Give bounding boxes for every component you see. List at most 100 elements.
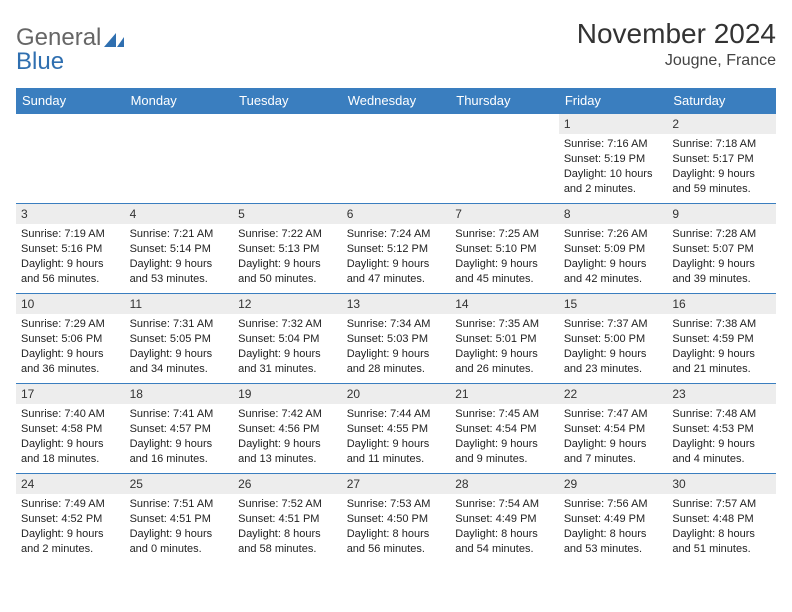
daylight-text: Daylight: 9 hours and 53 minutes.	[130, 257, 229, 287]
day-number: 10	[16, 294, 125, 314]
day-number: 9	[667, 204, 776, 224]
sunset-text: Sunset: 5:13 PM	[238, 242, 337, 257]
sunset-text: Sunset: 5:00 PM	[564, 332, 663, 347]
sunrise-text: Sunrise: 7:31 AM	[130, 317, 229, 332]
day-number: 30	[667, 474, 776, 494]
daylight-text: Daylight: 9 hours and 4 minutes.	[672, 437, 771, 467]
calendar-day-cell: 10Sunrise: 7:29 AMSunset: 5:06 PMDayligh…	[16, 294, 125, 384]
calendar-week-row: 3Sunrise: 7:19 AMSunset: 5:16 PMDaylight…	[16, 204, 776, 294]
daylight-text: Daylight: 9 hours and 2 minutes.	[21, 527, 120, 557]
day-details: Sunrise: 7:45 AMSunset: 4:54 PMDaylight:…	[450, 404, 559, 470]
sunset-text: Sunset: 4:51 PM	[130, 512, 229, 527]
sunrise-text: Sunrise: 7:44 AM	[347, 407, 446, 422]
day-number: 4	[125, 204, 234, 224]
calendar-page: GeneralBlue November 2024 Jougne, France…	[0, 0, 792, 612]
daylight-text: Daylight: 9 hours and 11 minutes.	[347, 437, 446, 467]
day-number: 5	[233, 204, 342, 224]
day-number: 28	[450, 474, 559, 494]
weekday-header: Wednesday	[342, 88, 451, 114]
calendar-day-cell	[450, 114, 559, 204]
day-details: Sunrise: 7:25 AMSunset: 5:10 PMDaylight:…	[450, 224, 559, 290]
daylight-text: Daylight: 9 hours and 56 minutes.	[21, 257, 120, 287]
day-details: Sunrise: 7:47 AMSunset: 4:54 PMDaylight:…	[559, 404, 668, 470]
sunrise-text: Sunrise: 7:42 AM	[238, 407, 337, 422]
daylight-text: Daylight: 9 hours and 45 minutes.	[455, 257, 554, 287]
sunrise-text: Sunrise: 7:22 AM	[238, 227, 337, 242]
daylight-text: Daylight: 9 hours and 9 minutes.	[455, 437, 554, 467]
day-details: Sunrise: 7:38 AMSunset: 4:59 PMDaylight:…	[667, 314, 776, 380]
day-number: 1	[559, 114, 668, 134]
sail-icon	[104, 28, 124, 44]
sunset-text: Sunset: 4:51 PM	[238, 512, 337, 527]
sunset-text: Sunset: 4:54 PM	[455, 422, 554, 437]
day-details: Sunrise: 7:34 AMSunset: 5:03 PMDaylight:…	[342, 314, 451, 380]
calendar-week-row: 1Sunrise: 7:16 AMSunset: 5:19 PMDaylight…	[16, 114, 776, 204]
sunset-text: Sunset: 4:55 PM	[347, 422, 446, 437]
sunset-text: Sunset: 5:19 PM	[564, 152, 663, 167]
sunrise-text: Sunrise: 7:57 AM	[672, 497, 771, 512]
calendar-day-cell: 15Sunrise: 7:37 AMSunset: 5:00 PMDayligh…	[559, 294, 668, 384]
day-number: 7	[450, 204, 559, 224]
day-number: 18	[125, 384, 234, 404]
calendar-day-cell: 16Sunrise: 7:38 AMSunset: 4:59 PMDayligh…	[667, 294, 776, 384]
sunset-text: Sunset: 5:16 PM	[21, 242, 120, 257]
sunset-text: Sunset: 4:48 PM	[672, 512, 771, 527]
calendar-day-cell	[16, 114, 125, 204]
day-number: 26	[233, 474, 342, 494]
day-number: 8	[559, 204, 668, 224]
sunrise-text: Sunrise: 7:51 AM	[130, 497, 229, 512]
sunrise-text: Sunrise: 7:21 AM	[130, 227, 229, 242]
day-details: Sunrise: 7:22 AMSunset: 5:13 PMDaylight:…	[233, 224, 342, 290]
sunset-text: Sunset: 4:52 PM	[21, 512, 120, 527]
calendar-day-cell: 23Sunrise: 7:48 AMSunset: 4:53 PMDayligh…	[667, 384, 776, 474]
calendar-table: Sunday Monday Tuesday Wednesday Thursday…	[16, 88, 776, 564]
sunrise-text: Sunrise: 7:53 AM	[347, 497, 446, 512]
calendar-day-cell: 19Sunrise: 7:42 AMSunset: 4:56 PMDayligh…	[233, 384, 342, 474]
day-number: 25	[125, 474, 234, 494]
calendar-day-cell: 21Sunrise: 7:45 AMSunset: 4:54 PMDayligh…	[450, 384, 559, 474]
daylight-text: Daylight: 9 hours and 42 minutes.	[564, 257, 663, 287]
weekday-header: Thursday	[450, 88, 559, 114]
calendar-day-cell: 8Sunrise: 7:26 AMSunset: 5:09 PMDaylight…	[559, 204, 668, 294]
day-details: Sunrise: 7:49 AMSunset: 4:52 PMDaylight:…	[16, 494, 125, 560]
sunrise-text: Sunrise: 7:24 AM	[347, 227, 446, 242]
day-details: Sunrise: 7:18 AMSunset: 5:17 PMDaylight:…	[667, 134, 776, 200]
day-details: Sunrise: 7:35 AMSunset: 5:01 PMDaylight:…	[450, 314, 559, 380]
day-details: Sunrise: 7:54 AMSunset: 4:49 PMDaylight:…	[450, 494, 559, 560]
sunset-text: Sunset: 5:07 PM	[672, 242, 771, 257]
brand-name-part1: General	[16, 24, 101, 51]
calendar-day-cell: 9Sunrise: 7:28 AMSunset: 5:07 PMDaylight…	[667, 204, 776, 294]
sunrise-text: Sunrise: 7:38 AM	[672, 317, 771, 332]
sunset-text: Sunset: 5:10 PM	[455, 242, 554, 257]
sunset-text: Sunset: 4:58 PM	[21, 422, 120, 437]
location-label: Jougne, France	[577, 52, 776, 70]
sunrise-text: Sunrise: 7:47 AM	[564, 407, 663, 422]
sunset-text: Sunset: 5:01 PM	[455, 332, 554, 347]
day-details: Sunrise: 7:28 AMSunset: 5:07 PMDaylight:…	[667, 224, 776, 290]
day-number: 12	[233, 294, 342, 314]
daylight-text: Daylight: 9 hours and 28 minutes.	[347, 347, 446, 377]
daylight-text: Daylight: 8 hours and 56 minutes.	[347, 527, 446, 557]
daylight-text: Daylight: 9 hours and 36 minutes.	[21, 347, 120, 377]
page-header: GeneralBlue November 2024 Jougne, France	[16, 18, 776, 74]
calendar-day-cell: 28Sunrise: 7:54 AMSunset: 4:49 PMDayligh…	[450, 474, 559, 564]
daylight-text: Daylight: 9 hours and 7 minutes.	[564, 437, 663, 467]
calendar-body: 1Sunrise: 7:16 AMSunset: 5:19 PMDaylight…	[16, 114, 776, 564]
sunset-text: Sunset: 5:14 PM	[130, 242, 229, 257]
daylight-text: Daylight: 9 hours and 59 minutes.	[672, 167, 771, 197]
sunset-text: Sunset: 5:04 PM	[238, 332, 337, 347]
daylight-text: Daylight: 8 hours and 51 minutes.	[672, 527, 771, 557]
calendar-day-cell: 14Sunrise: 7:35 AMSunset: 5:01 PMDayligh…	[450, 294, 559, 384]
day-details: Sunrise: 7:16 AMSunset: 5:19 PMDaylight:…	[559, 134, 668, 200]
calendar-week-row: 24Sunrise: 7:49 AMSunset: 4:52 PMDayligh…	[16, 474, 776, 564]
calendar-week-row: 17Sunrise: 7:40 AMSunset: 4:58 PMDayligh…	[16, 384, 776, 474]
sunset-text: Sunset: 5:06 PM	[21, 332, 120, 347]
sunrise-text: Sunrise: 7:35 AM	[455, 317, 554, 332]
calendar-day-cell: 3Sunrise: 7:19 AMSunset: 5:16 PMDaylight…	[16, 204, 125, 294]
daylight-text: Daylight: 9 hours and 31 minutes.	[238, 347, 337, 377]
weekday-header: Monday	[125, 88, 234, 114]
day-number: 6	[342, 204, 451, 224]
weekday-header: Sunday	[16, 88, 125, 114]
sunset-text: Sunset: 4:56 PM	[238, 422, 337, 437]
day-details: Sunrise: 7:37 AMSunset: 5:00 PMDaylight:…	[559, 314, 668, 380]
